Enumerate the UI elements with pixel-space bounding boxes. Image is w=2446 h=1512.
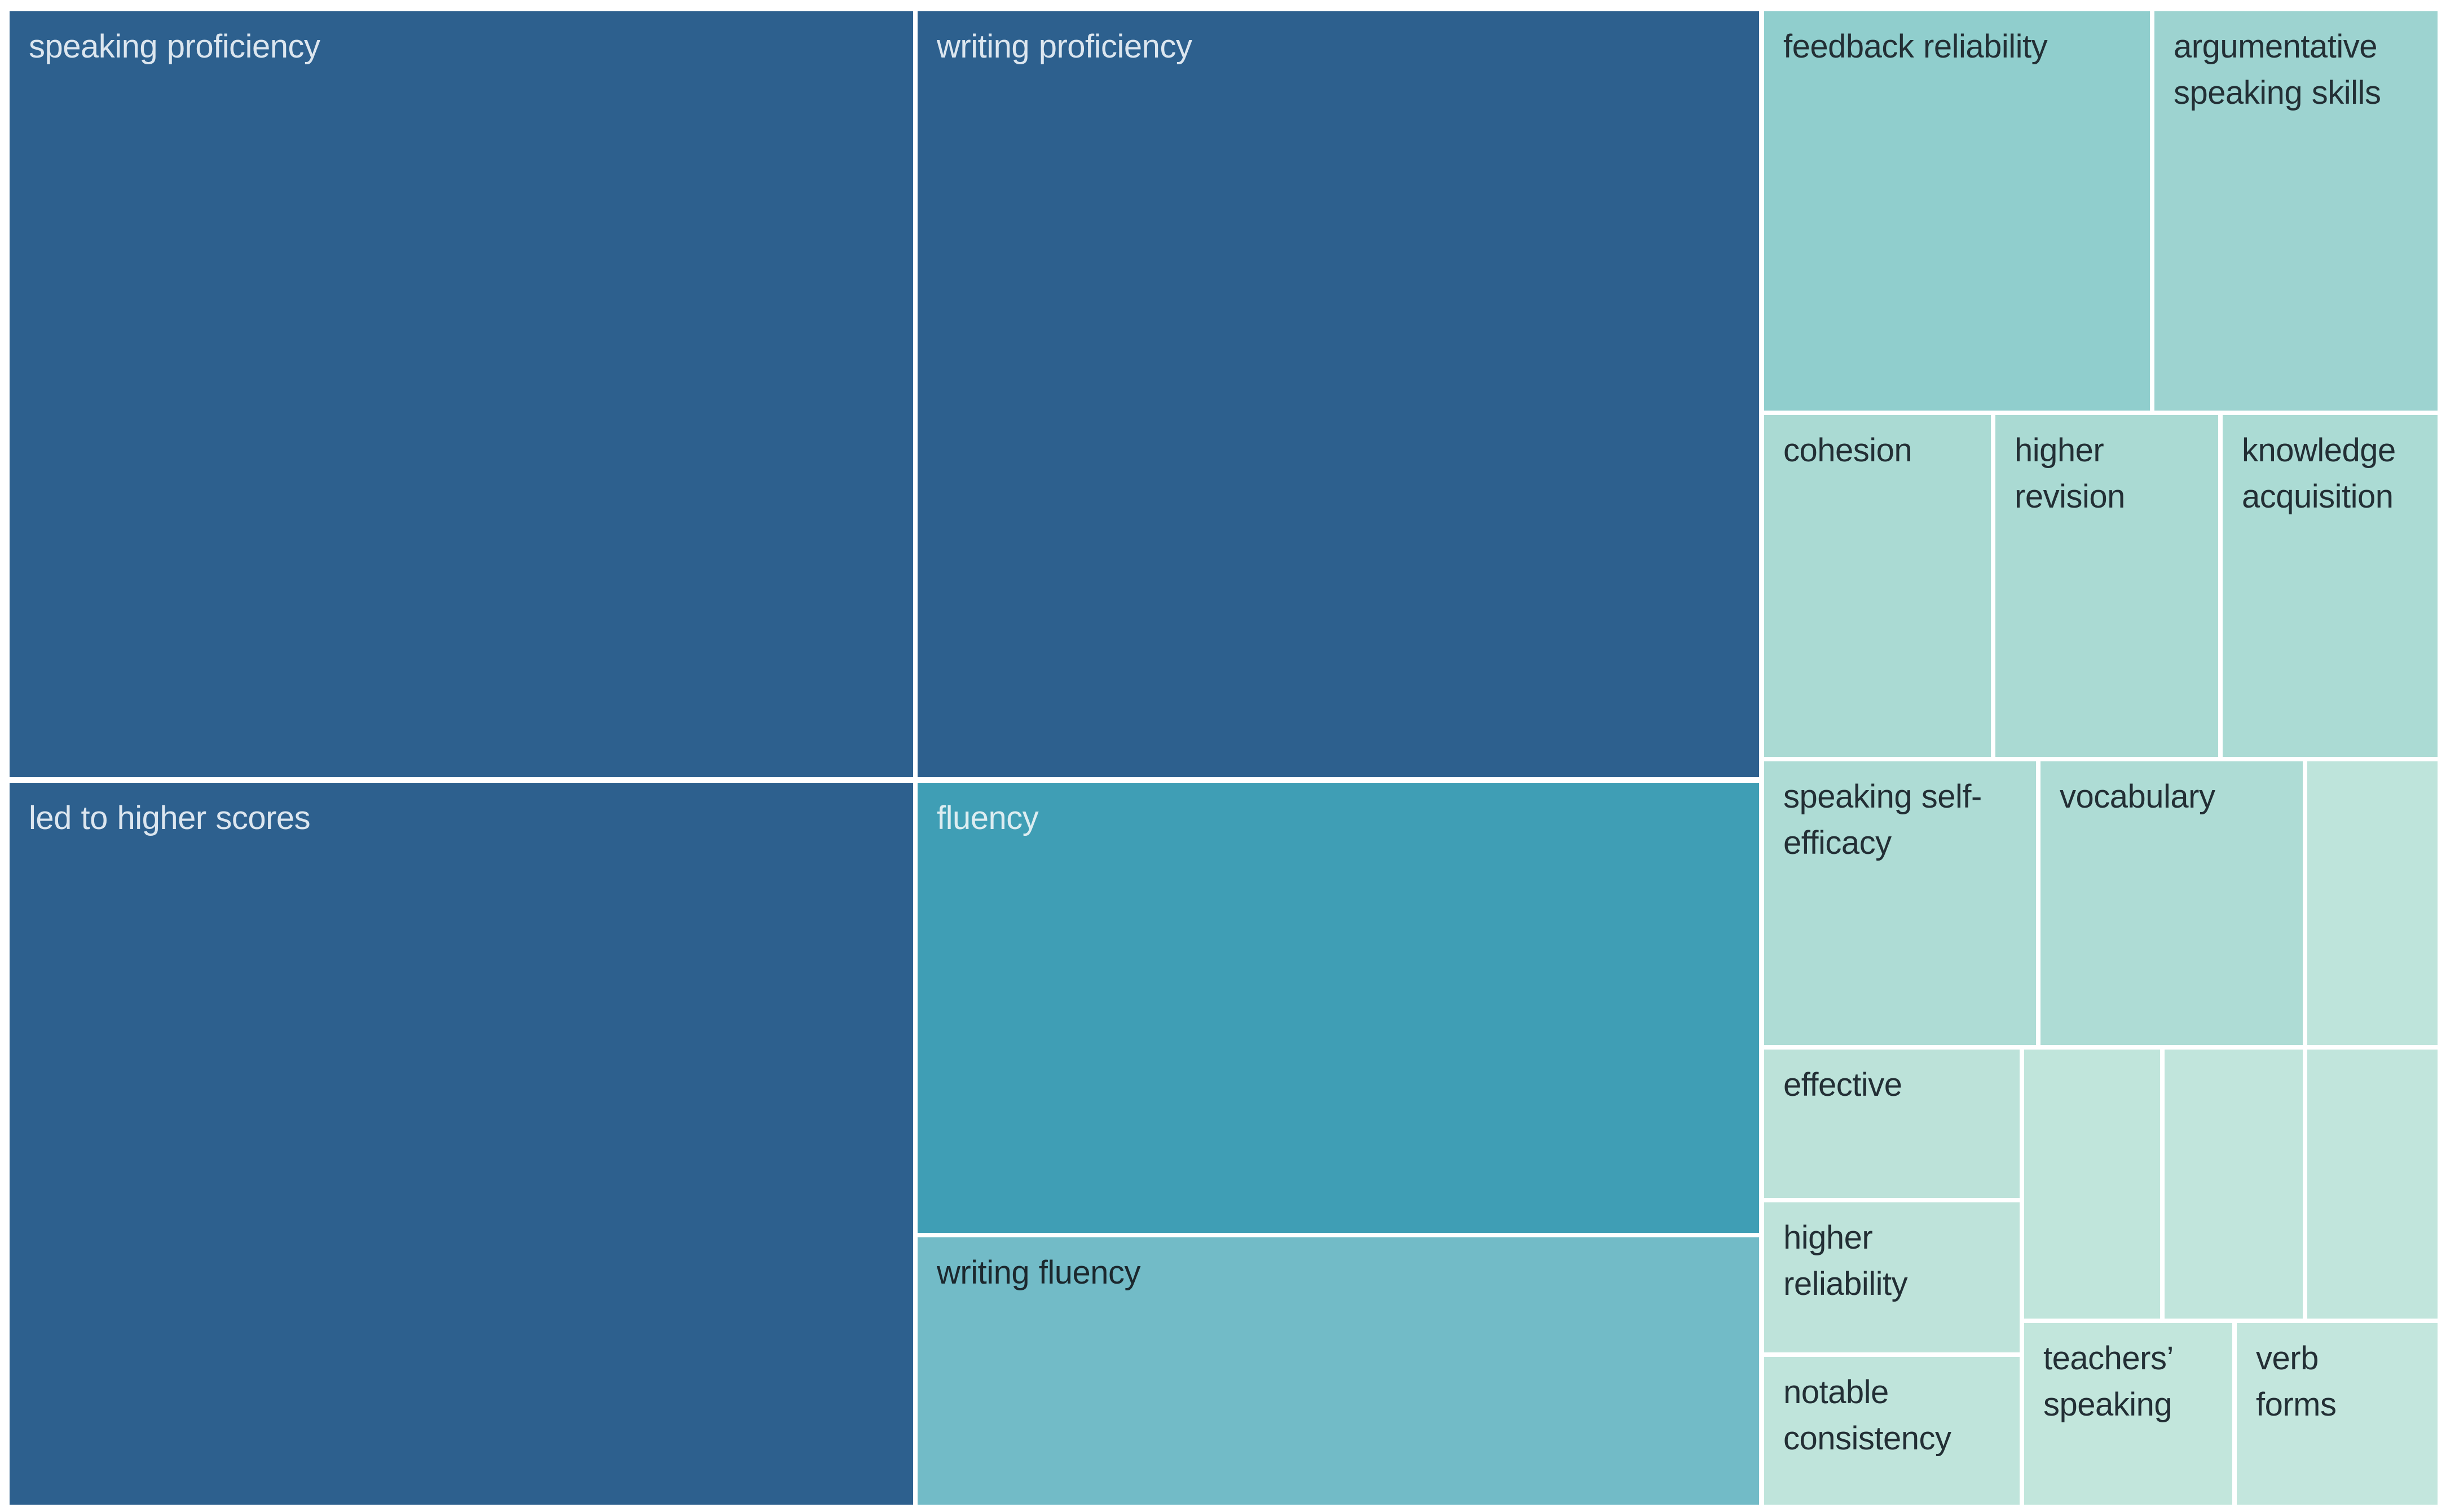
treemap-cell-unlabeled-2[interactable] [2024, 1050, 2160, 1319]
treemap-cell-label: vocabulary [2060, 778, 2215, 815]
treemap-cell-writing-proficiency[interactable]: writing proficiency [918, 11, 1759, 777]
treemap-cell-writing-fluency[interactable]: writing fluency [918, 1237, 1759, 1505]
treemap-cell-label: feedback reliability [1783, 28, 2048, 65]
treemap-cell-unlabeled-4[interactable] [2307, 1050, 2438, 1319]
treemap-cell-speaking-proficiency[interactable]: speaking proficiency [10, 11, 913, 777]
treemap-cell-label [2307, 761, 2438, 1045]
treemap-cell-unlabeled-1[interactable] [2307, 761, 2438, 1045]
treemap-cell-label [2165, 1050, 2303, 1319]
treemap-cell-feedback-reliability[interactable]: feedback reliability [1764, 11, 2150, 411]
treemap-cell-label: led to higher scores [29, 800, 311, 836]
treemap-cell-label: cohesion [1783, 432, 1912, 469]
treemap-cell-teachers-speaking[interactable]: teachers’ speaking [2024, 1323, 2232, 1505]
treemap-cell-cohesion[interactable]: cohesion [1764, 415, 1991, 757]
treemap-cell-label [2307, 1050, 2438, 1319]
treemap-cell-effective[interactable]: effective [1764, 1050, 2020, 1198]
treemap-cell-label: higher revision [2015, 432, 2125, 515]
treemap-cell-label: verb forms [2256, 1340, 2337, 1423]
treemap-cell-knowledge-acquisition[interactable]: knowledge acquisition [2223, 415, 2438, 757]
treemap-cell-label: notable consistency [1783, 1374, 1951, 1457]
treemap-cell-label: knowledge acquisition [2242, 432, 2396, 515]
treemap-cell-label: higher reliability [1783, 1219, 1908, 1303]
treemap-cell-label: argumentative speaking skills [2174, 28, 2381, 112]
treemap-cell-vocabulary[interactable]: vocabulary [2040, 761, 2303, 1045]
treemap-cell-argumentative-speaking-skills[interactable]: argumentative speaking skills [2154, 11, 2438, 411]
treemap-cell-unlabeled-3[interactable] [2165, 1050, 2303, 1319]
treemap-cell-higher-revision[interactable]: higher revision [1995, 415, 2218, 757]
treemap-cell-label [2024, 1050, 2160, 1319]
treemap-cell-label: writing fluency [937, 1254, 1140, 1291]
treemap-cell-label: writing proficiency [937, 28, 1192, 65]
treemap-cell-verb-forms[interactable]: verb forms [2237, 1323, 2438, 1505]
treemap-cell-fluency[interactable]: fluency [918, 783, 1759, 1233]
treemap-cell-label: teachers’ speaking [2043, 1340, 2172, 1423]
treemap-cell-label: effective [1783, 1066, 1902, 1103]
treemap-cell-label: speaking proficiency [29, 28, 320, 65]
treemap-cell-led-to-higher-scores[interactable]: led to higher scores [10, 783, 913, 1505]
treemap-cell-label: speaking self-efficacy [1783, 778, 1982, 862]
treemap-cell-speaking-self-efficacy[interactable]: speaking self-efficacy [1764, 761, 2036, 1045]
treemap-cell-label: fluency [937, 800, 1039, 836]
treemap-cell-notable-consistency[interactable]: notable consistency [1764, 1357, 2020, 1505]
treemap-cell-higher-reliability[interactable]: higher reliability [1764, 1202, 2020, 1352]
